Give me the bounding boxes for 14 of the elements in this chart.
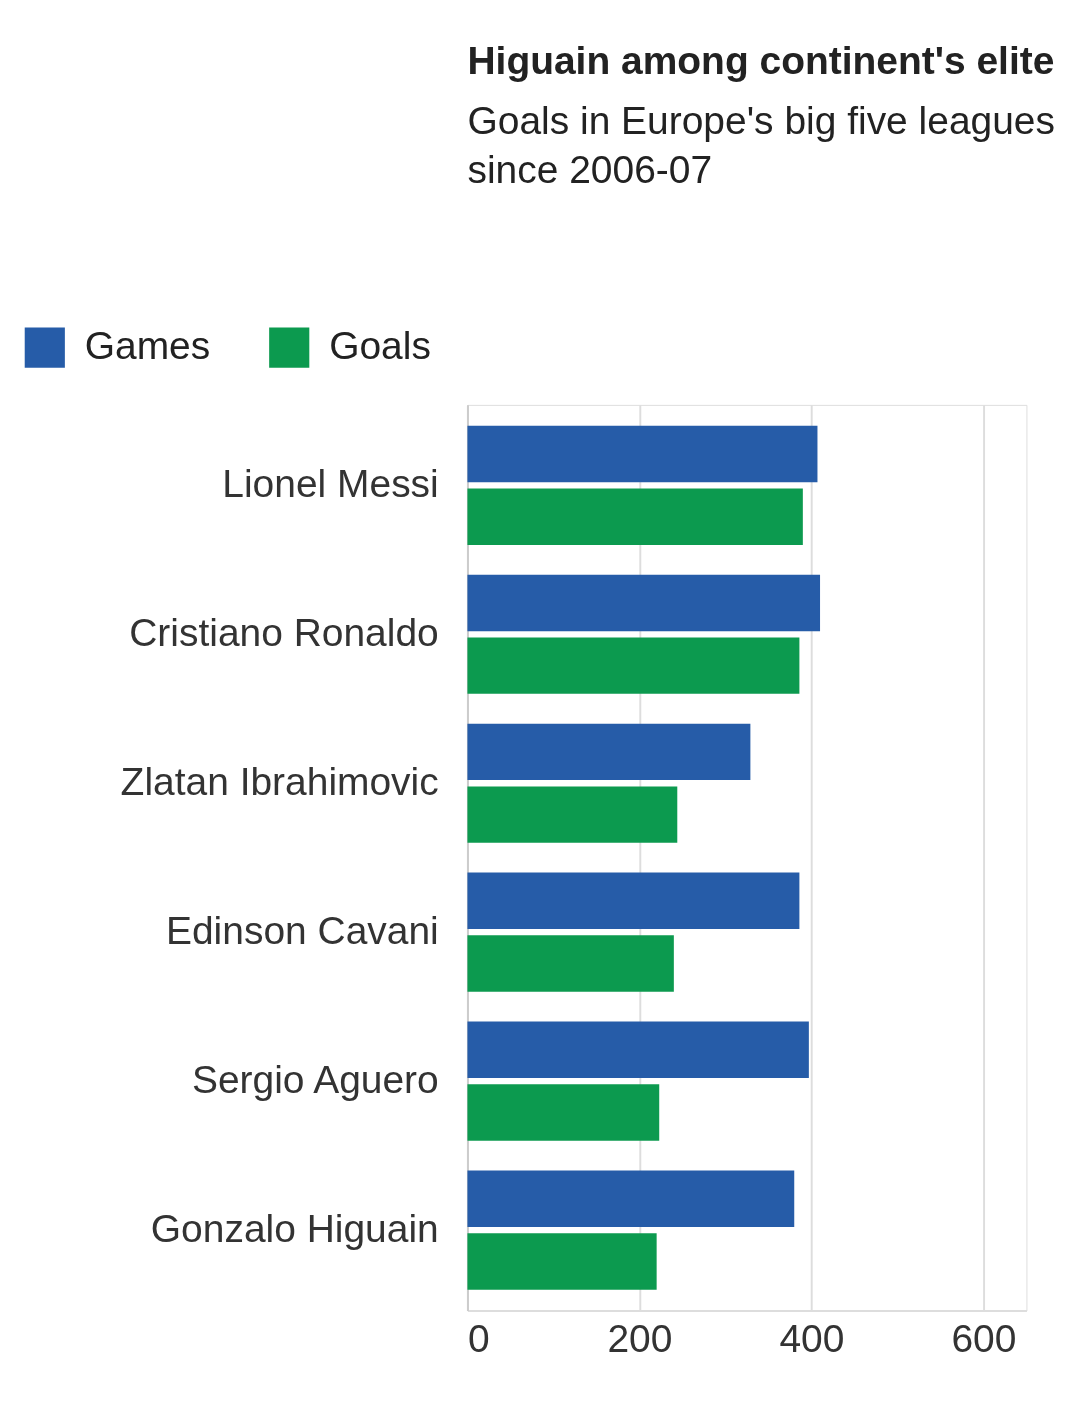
legend-label: Goals (329, 324, 431, 368)
chart-title: Higuain among continent's elite (467, 38, 1055, 82)
y-tick-label: Zlatan Ibrahimovic (120, 759, 439, 803)
y-tick-label: Lionel Messi (222, 462, 439, 506)
x-tick-label: 0 (467, 1316, 490, 1360)
y-tick-label: Gonzalo Higuain (150, 1206, 439, 1250)
x-tick-label: 400 (779, 1316, 845, 1360)
y-tick-label: Edinson Cavani (165, 908, 439, 952)
chart-subtitle: Goals in Europe's big five leagues since 2006-07 (467, 99, 1055, 191)
y-tick-label: Sergio Aguero (191, 1057, 439, 1101)
y-tick-label: Cristiano Ronaldo (129, 610, 439, 654)
x-tick-label: 200 (607, 1316, 673, 1360)
legend-label: Games (84, 324, 211, 368)
x-tick-label: 600 (951, 1316, 1017, 1360)
